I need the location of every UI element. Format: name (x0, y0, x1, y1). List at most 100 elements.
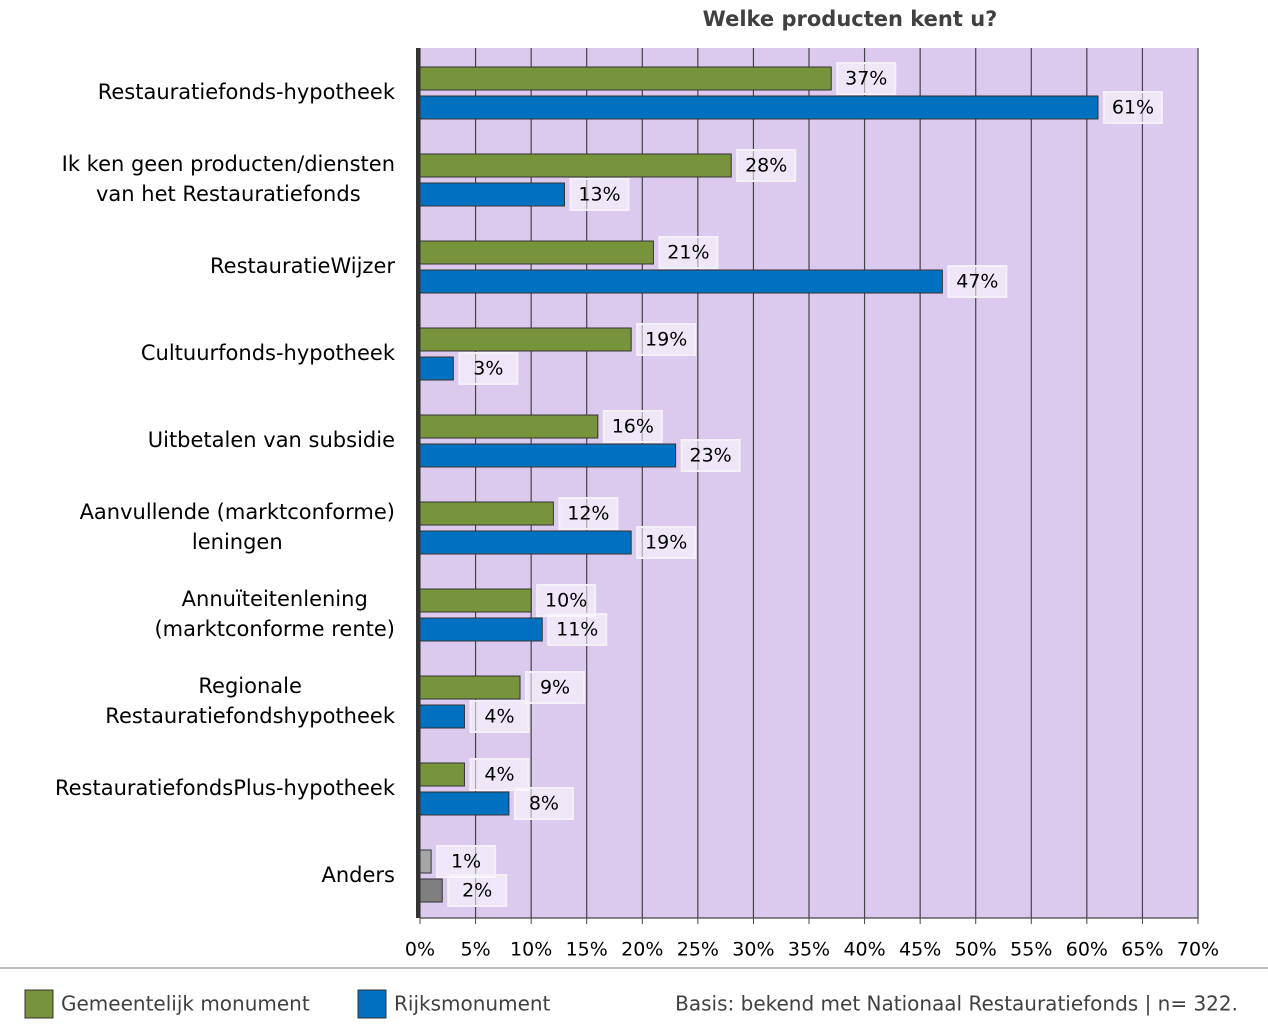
data-label-box (469, 758, 530, 791)
data-label-box (1102, 91, 1163, 124)
x-tick-label: 70% (1177, 939, 1219, 961)
data-label: 16% (612, 416, 654, 438)
x-tick-label: 0% (405, 939, 435, 961)
x-tick-label: 25% (677, 939, 719, 961)
data-label: 47% (956, 271, 998, 293)
legend-label: Rijksmonument (394, 992, 551, 1016)
data-label-box (558, 497, 619, 530)
bar (419, 95, 1099, 120)
category-text: RestauratiefondsPlus-hypotheek (54, 775, 395, 800)
data-label: 21% (667, 242, 709, 264)
category-text: Annuïteitenlening (marktconforme rente) (154, 586, 395, 641)
data-label: 12% (567, 503, 609, 525)
data-label-box (513, 787, 574, 820)
data-label-box (447, 874, 508, 907)
data-label-box (636, 323, 697, 356)
data-label-box (525, 671, 586, 704)
bar (419, 240, 654, 265)
legend-label: Gemeentelijk monument (61, 992, 310, 1016)
bar (419, 414, 599, 439)
data-label: 4% (484, 764, 514, 786)
x-tick-label: 65% (1121, 939, 1163, 961)
data-label-box (569, 178, 630, 211)
bar (419, 356, 454, 381)
data-label: 2% (462, 880, 492, 902)
data-label-box (680, 439, 741, 472)
data-label: 3% (473, 358, 503, 380)
y-tick-label: Cultuurfonds-hypotheek (0, 309, 395, 396)
data-label: 4% (484, 706, 514, 728)
data-label: 10% (545, 590, 587, 612)
legend-swatch (24, 989, 54, 1019)
bar (419, 269, 943, 294)
bar (419, 182, 565, 207)
data-label-box (458, 352, 519, 385)
x-tick-label: 35% (788, 939, 830, 961)
data-label-box (536, 584, 597, 617)
y-tick-label: Regionale Restauratiefondshypotheek (0, 657, 395, 744)
data-label: 13% (578, 184, 620, 206)
y-tick-label: Annuïteitenlening (marktconforme rente) (0, 570, 395, 657)
x-tick-label: 45% (899, 939, 941, 961)
category-text: Ik ken geen producten/diensten van het R… (61, 151, 395, 206)
x-tick-label: 50% (955, 939, 997, 961)
footnote: Basis: bekend met Nationaal Restauratief… (675, 992, 1238, 1016)
data-label-box (947, 265, 1008, 298)
x-tick-label: 40% (843, 939, 885, 961)
category-text: Regionale Restauratiefondshypotheek (105, 673, 395, 728)
data-label: 61% (1112, 97, 1154, 119)
data-label: 37% (845, 68, 887, 90)
x-tick-label: 60% (1066, 939, 1108, 961)
bar (419, 762, 465, 787)
category-text: RestauratieWijzer (210, 253, 395, 278)
y-tick-label: Aanvullende (marktconforme) leningen (0, 483, 395, 570)
x-tick-label: 5% (460, 939, 490, 961)
data-label: 23% (690, 445, 732, 467)
y-tick-label: Restauratiefonds-hypotheek (0, 48, 395, 135)
data-label-box (636, 526, 697, 559)
data-label: 8% (529, 793, 559, 815)
bar (419, 501, 554, 526)
data-label-box (436, 845, 497, 878)
category-text: Uitbetalen van subsidie (147, 427, 395, 452)
data-label: 9% (540, 677, 570, 699)
legend-swatch (357, 989, 387, 1019)
bar (419, 675, 521, 700)
y-tick-label: Ik ken geen producten/diensten van het R… (0, 135, 395, 222)
data-label-box (658, 236, 719, 269)
bar (419, 849, 432, 874)
y-tick-label: Anders (0, 831, 396, 918)
data-label-box (736, 149, 797, 182)
bar (419, 327, 632, 352)
data-label: 11% (556, 619, 598, 641)
bar (419, 617, 543, 642)
y-tick-label: RestauratieWijzer (0, 222, 395, 309)
x-tick-label: 30% (732, 939, 774, 961)
x-tick-label: 55% (1010, 939, 1052, 961)
bar (419, 588, 532, 613)
chart-title: Welke producten kent u? (703, 7, 998, 31)
bar (419, 66, 832, 91)
data-label-box (469, 700, 530, 733)
data-label-box (836, 62, 897, 95)
category-text: Anders (321, 862, 396, 887)
y-tick-label: RestauratiefondsPlus-hypotheek (0, 744, 395, 831)
category-text: Cultuurfonds-hypotheek (140, 340, 395, 365)
data-label-box (547, 613, 608, 646)
category-text: Restauratiefonds-hypotheek (97, 79, 395, 104)
data-label: 1% (451, 851, 481, 873)
bar (419, 153, 732, 178)
data-label: 28% (745, 155, 787, 177)
y-tick-label: Uitbetalen van subsidie (0, 396, 395, 483)
data-label: 19% (645, 329, 687, 351)
bar (419, 791, 510, 816)
x-tick-label: 15% (566, 939, 608, 961)
data-label: 19% (645, 532, 687, 554)
bar (419, 443, 677, 468)
x-tick-label: 20% (621, 939, 663, 961)
data-label-box (602, 410, 663, 443)
bar (419, 704, 465, 729)
category-text: Aanvullende (marktconforme) leningen (79, 499, 395, 554)
